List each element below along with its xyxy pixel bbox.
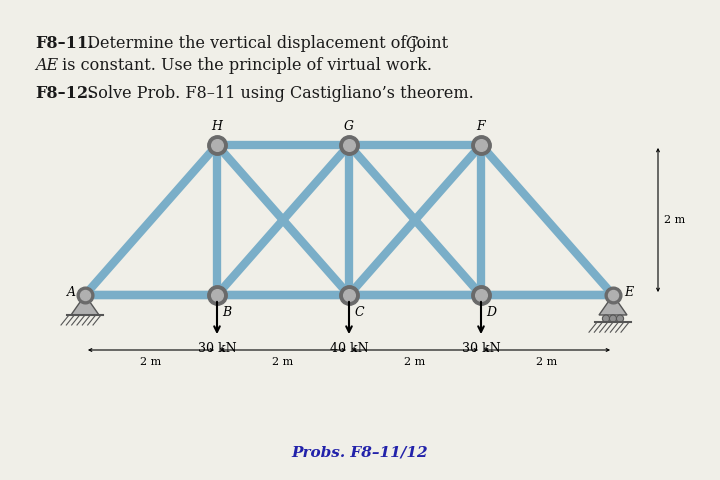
Text: AE: AE — [35, 57, 58, 74]
Text: is constant. Use the principle of virtual work.: is constant. Use the principle of virtua… — [57, 57, 432, 74]
Circle shape — [616, 315, 624, 322]
Text: C: C — [405, 35, 418, 52]
Polygon shape — [599, 295, 627, 315]
Text: 2 m: 2 m — [664, 215, 685, 225]
Text: 2 m: 2 m — [536, 357, 557, 367]
Text: Determine the vertical displacement of joint: Determine the vertical displacement of j… — [77, 35, 454, 52]
Text: 30 kN: 30 kN — [462, 342, 500, 355]
Polygon shape — [71, 295, 99, 315]
Text: D: D — [486, 307, 496, 320]
Text: B: B — [222, 307, 232, 320]
Text: 2 m: 2 m — [405, 357, 426, 367]
Text: Solve Prob. F8–11 using Castigliano’s theorem.: Solve Prob. F8–11 using Castigliano’s th… — [77, 85, 474, 102]
Text: H: H — [212, 120, 222, 133]
Text: 30 kN: 30 kN — [198, 342, 236, 355]
Text: G: G — [344, 120, 354, 133]
Text: C: C — [354, 307, 364, 320]
Circle shape — [603, 315, 610, 322]
Text: A: A — [66, 287, 76, 300]
Text: .: . — [416, 35, 421, 52]
Text: 2 m: 2 m — [140, 357, 161, 367]
Text: F8–11.: F8–11. — [35, 35, 94, 52]
Text: F: F — [477, 120, 485, 133]
Text: Probs. F8–11/12: Probs. F8–11/12 — [292, 445, 428, 459]
Text: 40 kN: 40 kN — [330, 342, 369, 355]
Circle shape — [609, 315, 616, 322]
Text: F8–12.: F8–12. — [35, 85, 94, 102]
Text: E: E — [624, 287, 634, 300]
Text: 2 m: 2 m — [272, 357, 294, 367]
